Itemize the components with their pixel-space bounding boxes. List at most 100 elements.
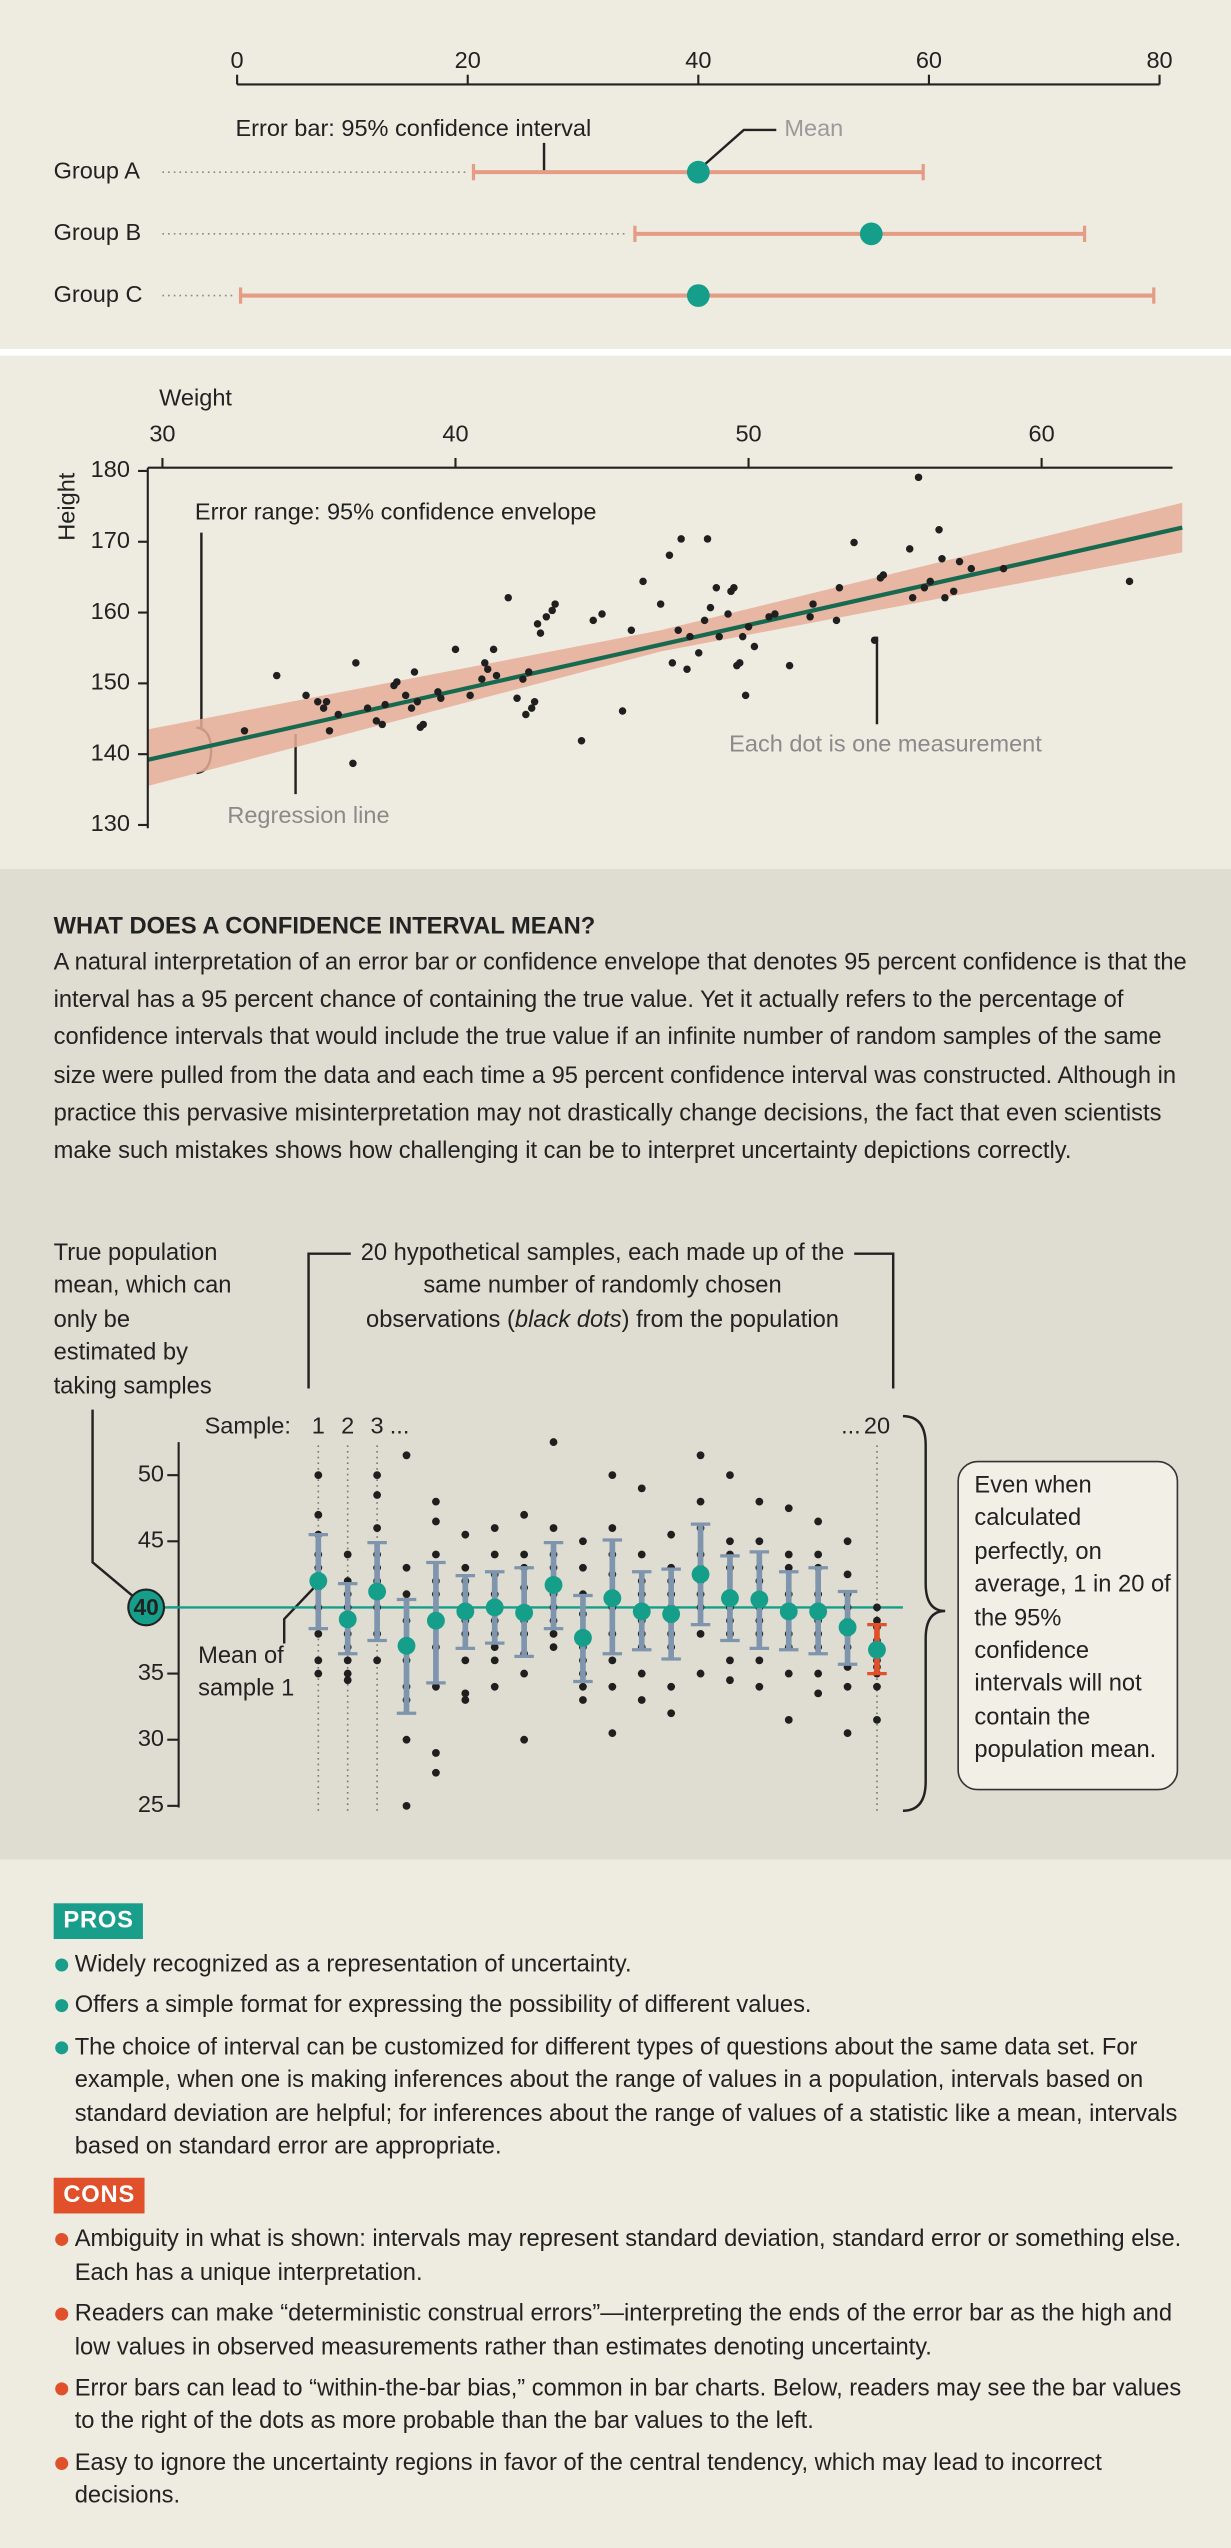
y-tick-label: 180 [91, 456, 130, 482]
observation [579, 1537, 587, 1546]
ellipsis: ... [390, 1413, 410, 1439]
annotation-part: black dots [514, 1306, 622, 1333]
observation [726, 1537, 734, 1546]
point [536, 629, 545, 637]
observation [373, 1656, 382, 1665]
pros-item: The choice of interval can be customized… [54, 2031, 1183, 2164]
observation [490, 1524, 499, 1532]
point [694, 649, 703, 657]
point [908, 593, 917, 602]
point [325, 727, 334, 735]
observation [520, 1735, 529, 1744]
point [674, 626, 682, 634]
point [683, 665, 691, 673]
observation [814, 1689, 823, 1698]
observation [784, 1550, 793, 1559]
point [879, 571, 888, 579]
item-text: Widely recognized as a representation of… [74, 1952, 632, 1978]
annotation: Error range: 95% confidence envelope [195, 498, 597, 524]
point [941, 593, 949, 602]
sample-mean [838, 1618, 857, 1637]
observation [432, 1550, 440, 1559]
observation [314, 1656, 323, 1665]
y-tick-label: 160 [91, 598, 130, 624]
observation [784, 1504, 793, 1513]
observation [461, 1530, 470, 1539]
sample-mean [456, 1602, 475, 1621]
observation [579, 1563, 587, 1572]
heading: WHAT DOES A CONFIDENCE INTERVAL MEAN? [54, 914, 596, 940]
observation [608, 1656, 617, 1665]
annotation: Mean of sample 1 [198, 1643, 295, 1703]
point [434, 688, 442, 696]
point [522, 710, 530, 719]
observation [784, 1715, 793, 1724]
observation [667, 1682, 676, 1691]
y-tick-label: 45 [138, 1527, 164, 1553]
x-tick-label: 50 [735, 420, 761, 446]
bullet [55, 2308, 69, 2322]
panel-bg [0, 0, 1231, 350]
point [302, 691, 310, 700]
point [715, 632, 723, 641]
sample-mean [809, 1602, 828, 1621]
observation [432, 1517, 440, 1526]
observation [461, 1696, 470, 1704]
point [738, 632, 747, 641]
observation [843, 1570, 852, 1579]
sample-mean [779, 1602, 798, 1621]
observation [755, 1656, 764, 1665]
sample-mean [691, 1565, 710, 1584]
observation [490, 1643, 499, 1652]
point [272, 671, 281, 680]
cons-label: CONS [53, 2178, 145, 2215]
point [413, 698, 422, 706]
cons-item: Error bars can lead to “within-the-bar b… [54, 2373, 1183, 2439]
sample-title: Sample: [205, 1413, 291, 1439]
observation [755, 1537, 764, 1546]
bullet [55, 1958, 69, 1972]
population-mean-label: 40 [134, 1594, 159, 1620]
observation [461, 1689, 470, 1698]
observation [608, 1471, 617, 1480]
point [706, 603, 715, 612]
pros-item: Offers a simple format for expressing th… [54, 1990, 1183, 2023]
point [314, 698, 322, 706]
point [618, 707, 627, 715]
point [771, 610, 779, 618]
bullet [55, 2041, 69, 2055]
pros-cons-box: PROS Widely recognized as a representatio… [53, 1897, 1183, 2514]
annotation: Each dot is one measurement [729, 731, 1042, 757]
observation [755, 1682, 764, 1691]
observation [696, 1629, 705, 1638]
point [407, 704, 416, 712]
observation [843, 1537, 852, 1546]
point [955, 557, 964, 566]
point [656, 600, 665, 608]
point [533, 620, 542, 628]
annotation: True population mean, which can only be … [53, 1240, 232, 1400]
pros-cons: PROS Widely recognized as a representatio… [53, 1897, 1183, 2514]
observation [814, 1669, 823, 1678]
point [926, 577, 934, 586]
panel-bg [0, 1859, 1231, 2548]
sample-mean [721, 1589, 739, 1608]
panel-bg [0, 355, 1231, 869]
sample-mean [544, 1576, 563, 1594]
point [577, 736, 586, 745]
observation [432, 1497, 440, 1506]
point [920, 584, 929, 592]
regression-line [147, 525, 1183, 762]
observation [579, 1696, 587, 1704]
observation [784, 1669, 793, 1678]
observation [402, 1735, 411, 1744]
sample-mean [426, 1611, 445, 1630]
point [744, 622, 753, 631]
point [700, 616, 709, 625]
observation [814, 1517, 823, 1526]
group-label: Group A [54, 157, 141, 183]
point [504, 593, 512, 602]
sample-mean [750, 1590, 769, 1609]
point [352, 659, 360, 667]
